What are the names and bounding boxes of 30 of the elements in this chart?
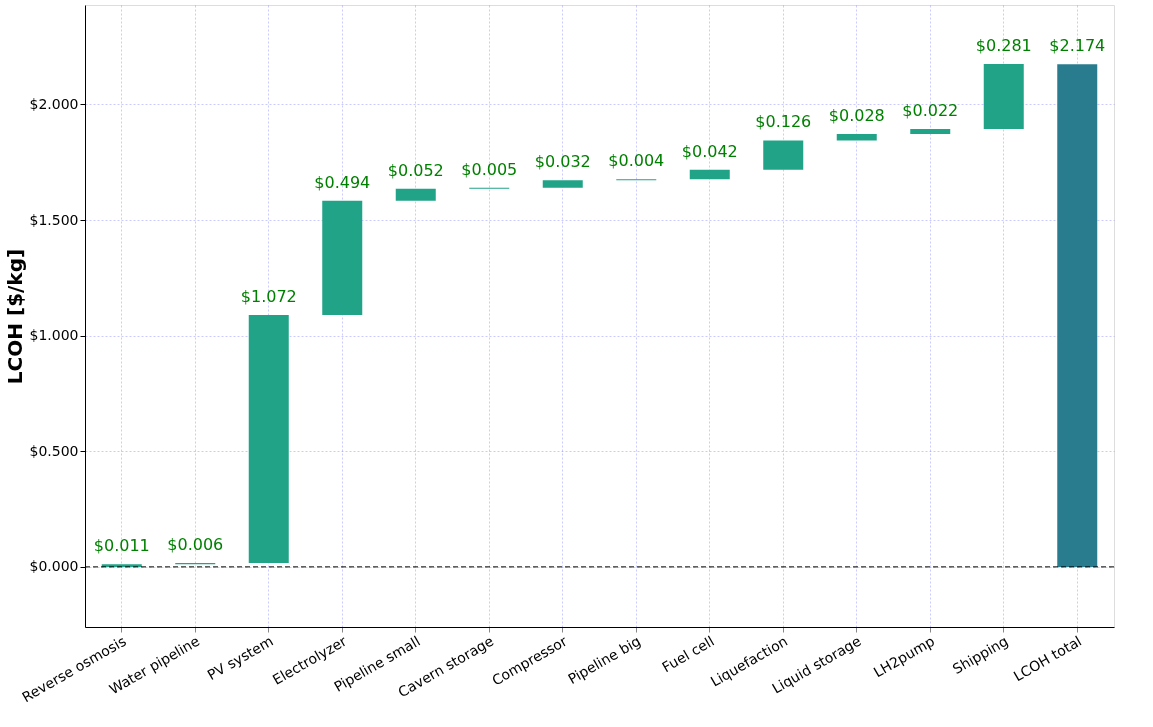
bar — [763, 140, 804, 170]
data-label: $0.494 — [314, 172, 371, 192]
y-tick-label: $0.500 — [29, 442, 79, 459]
data-label: $0.011 — [93, 536, 150, 556]
bar — [836, 134, 877, 141]
data-label: $0.028 — [828, 106, 885, 126]
data-label: $0.022 — [902, 100, 959, 120]
y-tick-label: $2.000 — [29, 95, 79, 112]
data-label: $1.072 — [240, 287, 297, 307]
data-label: $0.052 — [387, 160, 444, 180]
bar — [983, 63, 1024, 129]
data-label: $0.032 — [534, 152, 591, 172]
y-tick-label: $0.000 — [29, 558, 79, 575]
data-label: $0.005 — [461, 159, 518, 179]
data-label: $0.006 — [167, 534, 224, 554]
bar — [689, 169, 730, 180]
data-label: $0.004 — [608, 151, 665, 171]
bar — [322, 200, 363, 316]
bar — [1057, 64, 1098, 567]
bar — [395, 188, 436, 201]
bar — [542, 180, 583, 188]
y-axis-title: LCOH [$/kg] — [2, 248, 27, 385]
data-label: $0.126 — [755, 112, 812, 132]
bar — [248, 315, 289, 563]
data-label: $2.174 — [1049, 36, 1106, 56]
data-label: $0.281 — [975, 35, 1032, 55]
y-tick-label: $1.000 — [29, 327, 79, 344]
bar — [910, 128, 951, 135]
y-tick-label: $1.500 — [29, 211, 79, 228]
data-label: $0.042 — [681, 141, 738, 161]
